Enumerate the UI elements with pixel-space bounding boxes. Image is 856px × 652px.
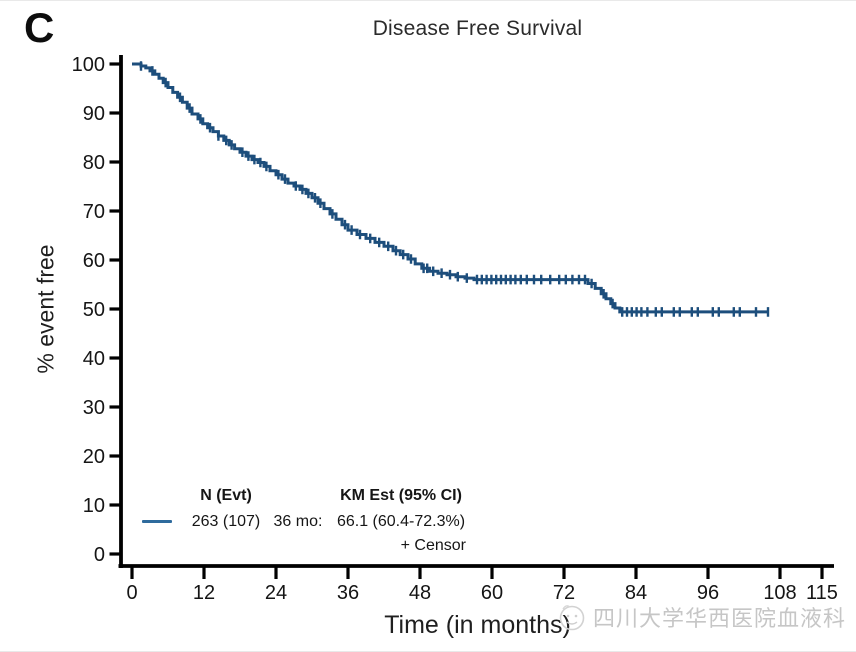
y-tick-label: 30 (83, 397, 105, 419)
x-tick-label: 72 (553, 582, 575, 604)
x-tick-label: 96 (697, 582, 719, 604)
legend-header-n-evt: N (Evt) (200, 487, 252, 504)
x-tick-label: 84 (625, 582, 647, 604)
legend: N (Evt) KM Est (95% CI) 263 (107) 36 mo:… (142, 486, 474, 555)
km-step-curve (132, 62, 768, 314)
y-tick-label: 70 (83, 201, 105, 223)
legend-header-km-est: KM Est (95% CI) (340, 487, 462, 504)
y-tick-label: 80 (83, 152, 105, 174)
legend-header-row: N (Evt) KM Est (95% CI) (142, 486, 474, 505)
legend-line-swatch (142, 520, 178, 523)
chart-title: Disease Free Survival (372, 17, 583, 40)
panel-label: C (24, 4, 55, 51)
x-tick-label: 12 (193, 582, 215, 604)
legend-censor-row: + Censor (142, 536, 474, 555)
legend-censor-note: + Censor (400, 537, 466, 554)
x-axis-label: Time (in months) (384, 611, 571, 639)
y-tick-label: 100 (72, 54, 105, 76)
y-tick-label: 90 (83, 103, 105, 125)
y-tick-label: 60 (83, 250, 105, 272)
x-tick-label: 108 (763, 582, 796, 604)
y-tick-label: 0 (94, 544, 105, 566)
x-tick-label: 24 (265, 582, 287, 604)
y-tick-label: 40 (83, 348, 105, 370)
axes (118, 55, 834, 568)
y-axis-label: % event free (32, 244, 59, 374)
watermark-text: 四川大学华西医院血液科 (593, 607, 847, 632)
x-axis-ticks: 0 12 24 36 48 60 72 84 96 108 115 (126, 566, 838, 604)
y-tick-label: 10 (83, 495, 105, 517)
x-tick-label: 60 (481, 582, 503, 604)
legend-timepoint: 36 mo: (273, 513, 323, 530)
y-axis-ticks: 0 10 20 30 40 50 60 70 80 90 100 (72, 54, 121, 566)
x-tick-label: 115 (806, 582, 838, 604)
y-tick-label: 20 (83, 446, 105, 468)
legend-series-row: 263 (107) 36 mo: 66.1 (60.4-72.3%) (142, 512, 474, 531)
watermark-logo-icon (559, 605, 585, 631)
y-tick-label: 50 (83, 299, 105, 321)
x-tick-label: 36 (337, 582, 359, 604)
x-tick-label: 48 (409, 582, 431, 604)
watermark: 四川大学华西医院血液科 (554, 601, 846, 633)
x-tick-label: 0 (126, 582, 137, 604)
legend-km-value: 66.1 (60.4-72.3%) (336, 513, 466, 530)
legend-n-value: 263 (107) (191, 513, 261, 530)
censor-marks (139, 61, 770, 317)
